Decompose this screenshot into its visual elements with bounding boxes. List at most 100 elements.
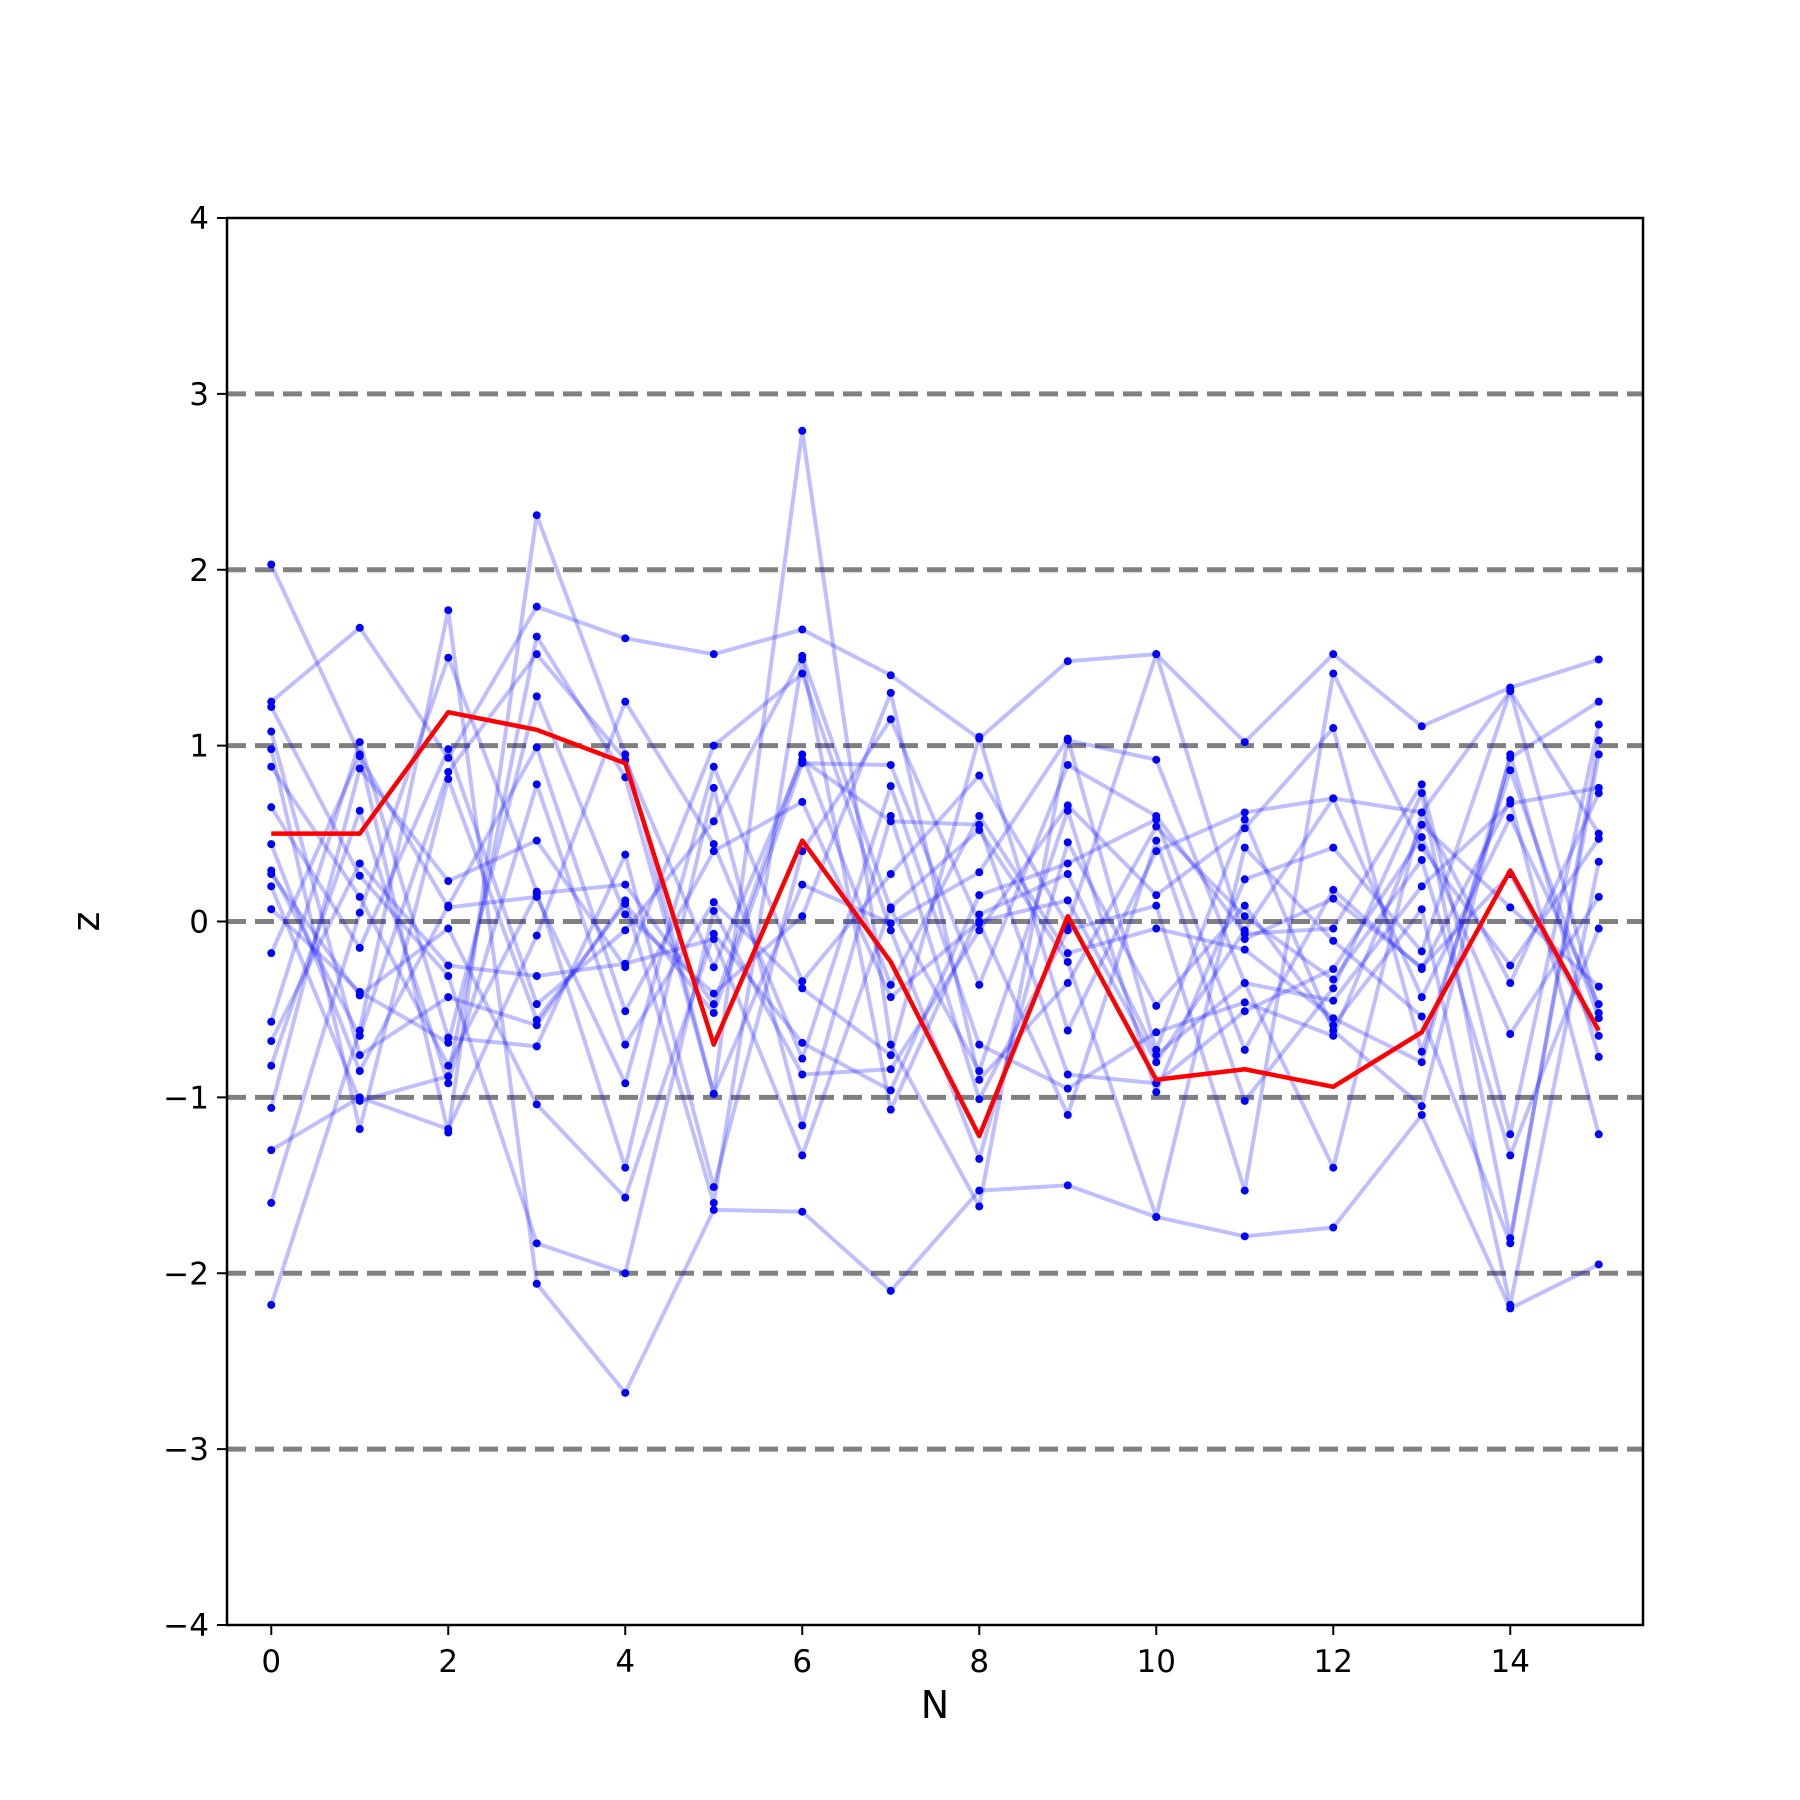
data-point bbox=[444, 653, 453, 662]
data-point bbox=[1240, 738, 1249, 747]
background-series-line bbox=[269, 655, 1601, 1204]
data-point bbox=[1240, 815, 1249, 824]
data-point bbox=[975, 826, 984, 835]
data-point bbox=[1506, 961, 1515, 970]
data-point bbox=[621, 634, 630, 643]
data-point bbox=[1594, 1031, 1603, 1040]
y-tick-label: −2 bbox=[163, 1256, 209, 1292]
data-point bbox=[532, 972, 541, 981]
data-point bbox=[975, 1066, 984, 1075]
y-axis-label: z bbox=[64, 912, 108, 932]
data-point bbox=[1240, 1096, 1249, 1105]
data-point bbox=[355, 806, 364, 815]
data-point bbox=[267, 1017, 276, 1026]
data-point bbox=[1329, 964, 1338, 973]
data-point bbox=[1152, 650, 1161, 659]
data-point bbox=[1417, 780, 1426, 789]
data-point bbox=[1329, 1014, 1338, 1023]
data-point bbox=[1594, 1052, 1603, 1061]
data-point bbox=[621, 1193, 630, 1202]
data-point bbox=[1329, 669, 1338, 678]
x-tick-label: 8 bbox=[969, 1644, 989, 1680]
data-point bbox=[1594, 655, 1603, 664]
data-point bbox=[975, 1202, 984, 1211]
data-point bbox=[621, 1079, 630, 1088]
data-point bbox=[1594, 982, 1603, 991]
data-point bbox=[1063, 1026, 1072, 1035]
data-point bbox=[1063, 838, 1072, 847]
background-series-line bbox=[269, 798, 1601, 1200]
data-point bbox=[886, 811, 895, 820]
data-point bbox=[1329, 975, 1338, 984]
data-point bbox=[975, 926, 984, 935]
data-point bbox=[1063, 926, 1072, 935]
data-point bbox=[532, 1279, 541, 1288]
data-point bbox=[267, 1061, 276, 1070]
data-point bbox=[886, 760, 895, 769]
data-point bbox=[444, 993, 453, 1002]
data-point bbox=[355, 987, 364, 996]
data-point bbox=[444, 972, 453, 981]
data-point bbox=[1063, 1110, 1072, 1119]
data-point bbox=[444, 1125, 453, 1134]
data-point bbox=[1329, 885, 1338, 894]
data-point bbox=[1063, 1181, 1072, 1190]
data-point bbox=[1329, 1223, 1338, 1232]
data-point bbox=[886, 926, 895, 935]
data-point bbox=[1063, 1084, 1072, 1093]
data-point bbox=[355, 1096, 364, 1105]
data-point bbox=[886, 1051, 895, 1060]
data-point bbox=[267, 1103, 276, 1112]
data-point bbox=[1594, 697, 1603, 706]
data-point bbox=[532, 511, 541, 520]
data-point bbox=[709, 935, 718, 944]
data-point bbox=[267, 702, 276, 711]
data-point bbox=[1506, 1300, 1515, 1309]
data-point bbox=[267, 727, 276, 736]
data-point bbox=[355, 1031, 364, 1040]
data-point bbox=[444, 924, 453, 933]
background-series-line bbox=[269, 608, 1600, 1395]
highlight-series-line bbox=[271, 709, 1601, 1139]
data-point bbox=[798, 797, 807, 806]
data-point bbox=[1417, 789, 1426, 798]
data-point bbox=[1417, 843, 1426, 852]
data-point bbox=[532, 1100, 541, 1109]
y-tick-label: 1 bbox=[189, 729, 209, 765]
data-point bbox=[1506, 799, 1515, 808]
data-point bbox=[798, 1038, 807, 1047]
data-point bbox=[798, 755, 807, 764]
data-point bbox=[798, 1054, 807, 1063]
data-point bbox=[444, 768, 453, 777]
data-point bbox=[709, 783, 718, 792]
data-point bbox=[1152, 847, 1161, 856]
data-point bbox=[1417, 993, 1426, 1002]
x-tick-label: 0 bbox=[261, 1644, 281, 1680]
data-point bbox=[975, 771, 984, 780]
data-point bbox=[267, 1146, 276, 1155]
data-point bbox=[1240, 1186, 1249, 1195]
data-point bbox=[355, 1066, 364, 1075]
data-point bbox=[444, 961, 453, 970]
data-point bbox=[709, 817, 718, 826]
data-point bbox=[444, 1038, 453, 1047]
data-point bbox=[621, 1269, 630, 1278]
data-point bbox=[355, 943, 364, 952]
data-point bbox=[709, 1008, 718, 1017]
y-tick-label: −1 bbox=[163, 1080, 209, 1116]
data-point bbox=[532, 743, 541, 752]
data-point bbox=[1506, 1130, 1515, 1139]
data-point bbox=[886, 870, 895, 879]
background-series-line bbox=[269, 690, 1601, 1158]
data-point bbox=[267, 1198, 276, 1207]
data-point bbox=[1417, 1110, 1426, 1119]
data-point bbox=[886, 1105, 895, 1114]
data-point bbox=[355, 623, 364, 632]
data-point bbox=[1594, 1130, 1603, 1139]
data-point bbox=[1506, 903, 1515, 912]
data-point bbox=[709, 847, 718, 856]
data-point bbox=[1063, 859, 1072, 868]
data-point bbox=[444, 1079, 453, 1088]
data-point bbox=[1152, 1028, 1161, 1037]
background-series-line bbox=[269, 724, 1601, 1137]
